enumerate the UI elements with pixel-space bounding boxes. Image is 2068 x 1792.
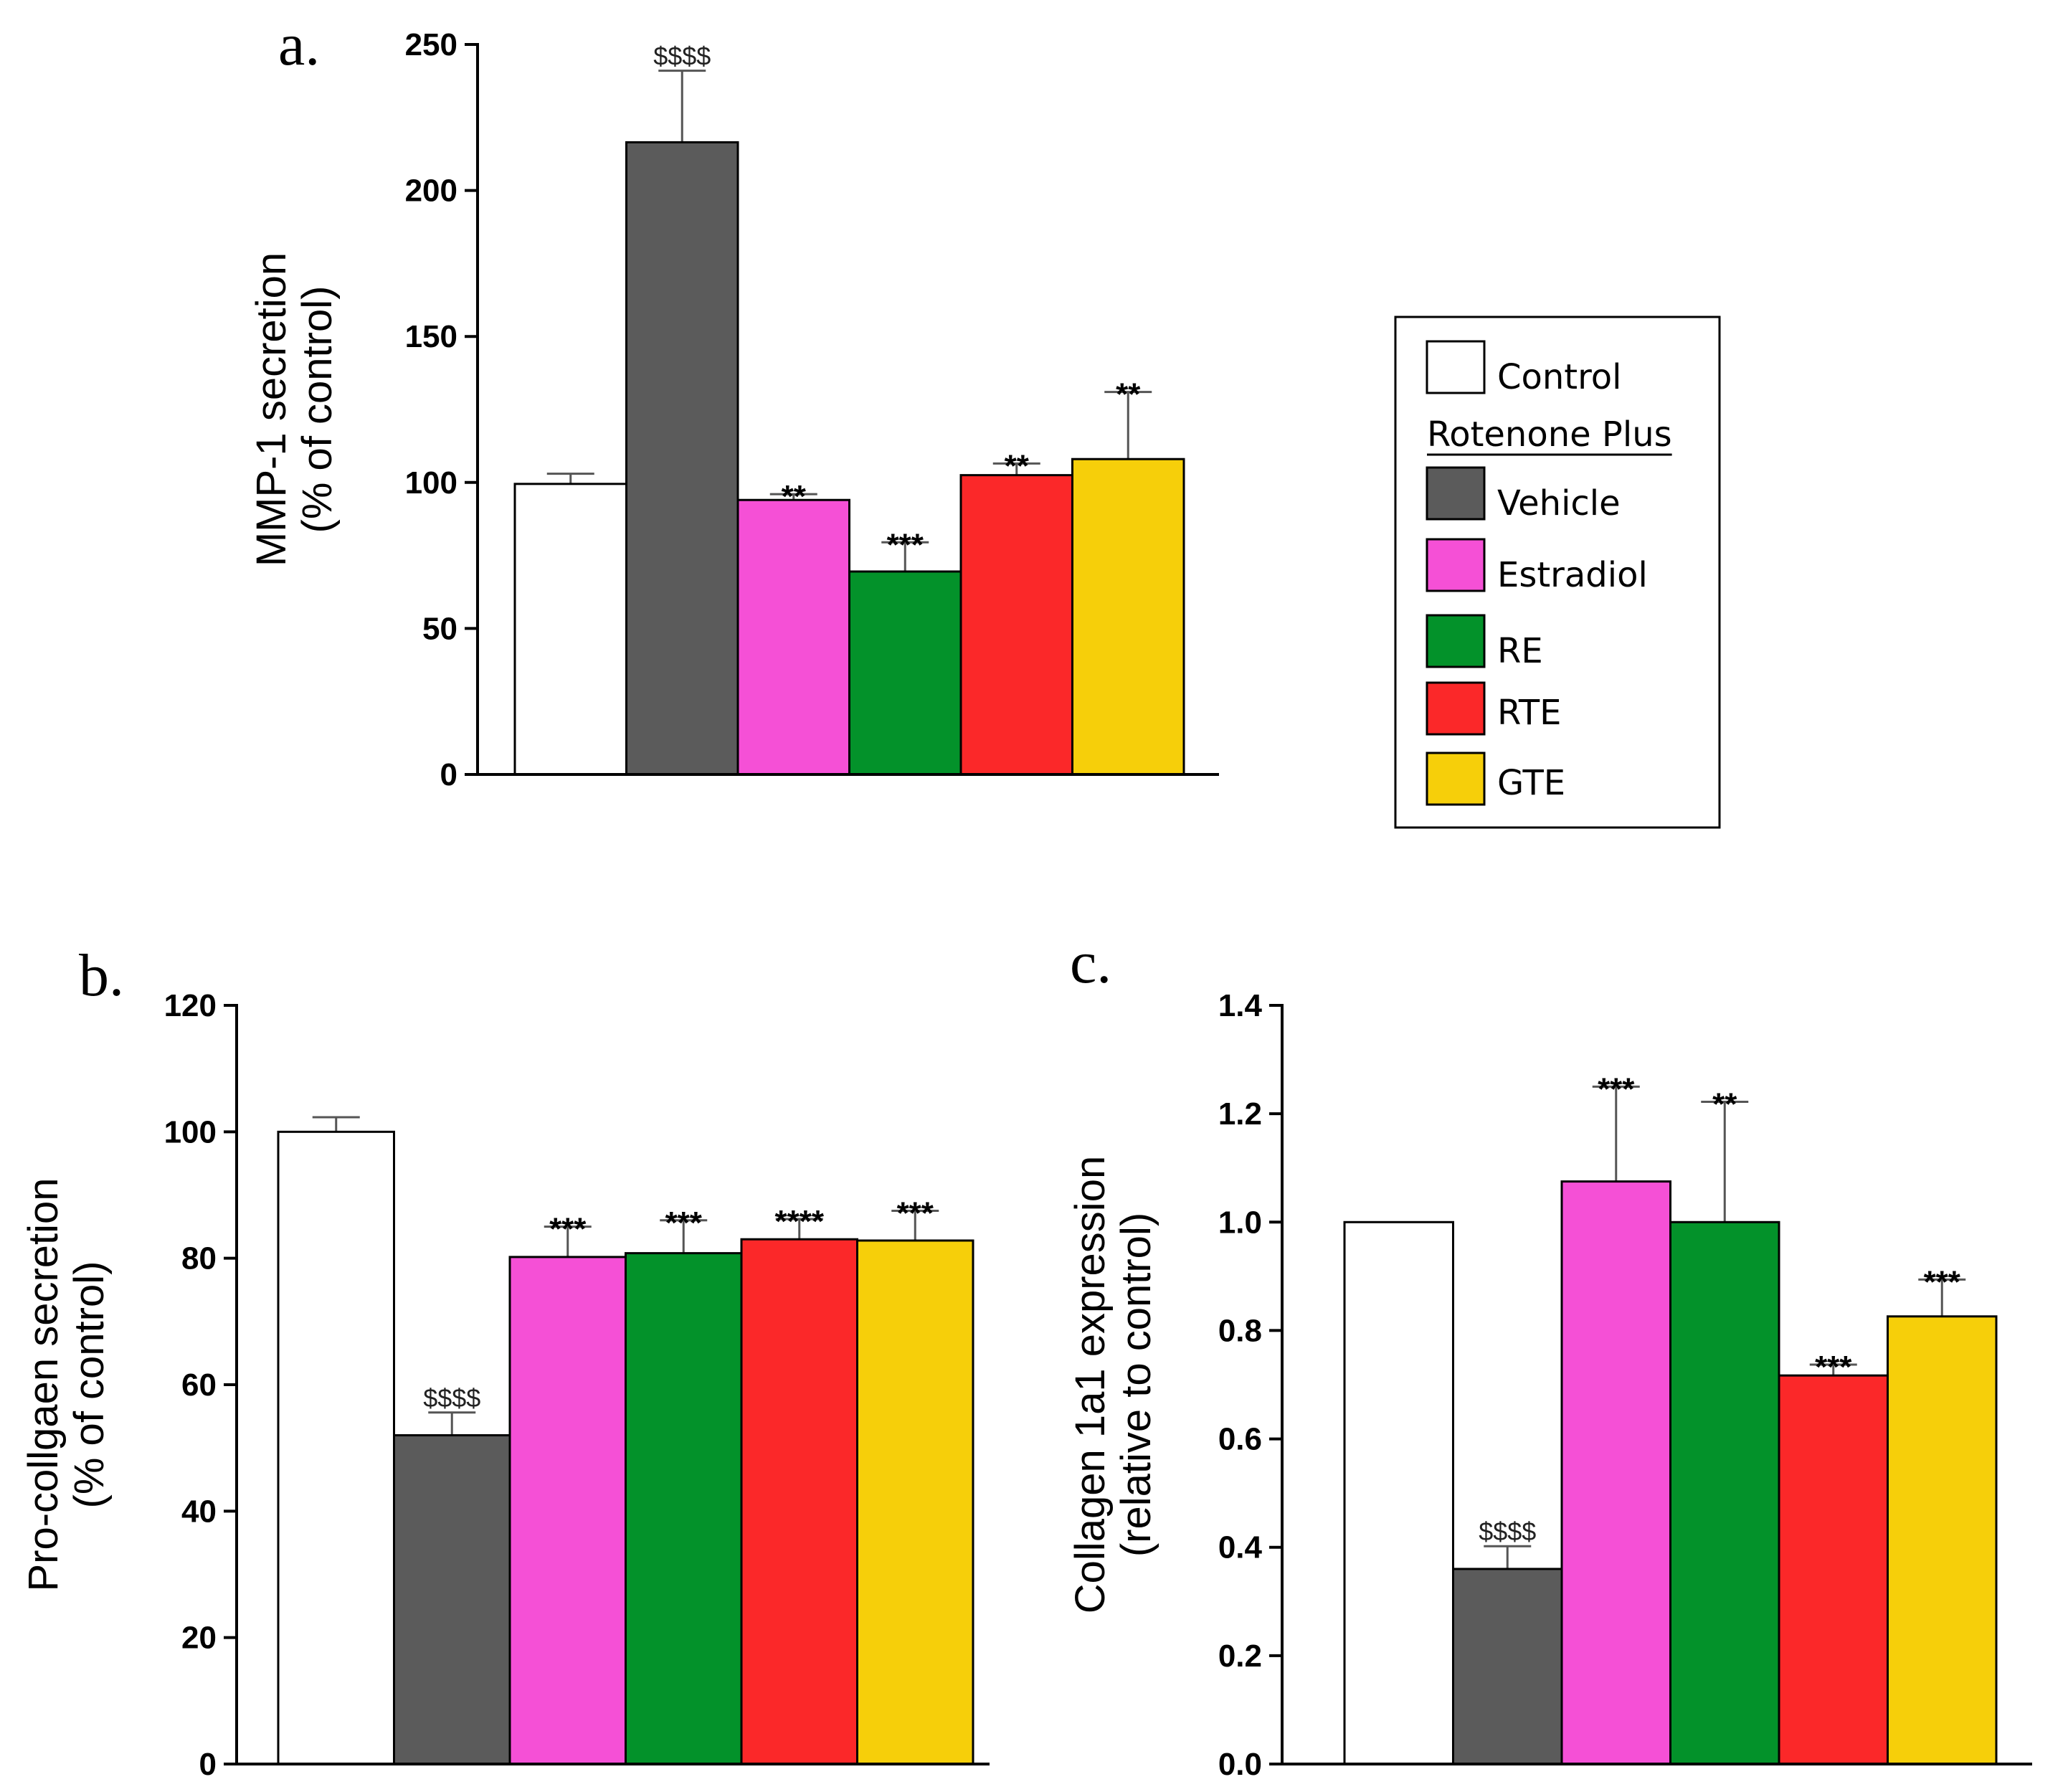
y-tick-label: 0.8 <box>1218 1313 1262 1348</box>
legend-heading: Rotenone Plus <box>1427 414 1672 455</box>
significance-label: ** <box>782 479 807 514</box>
bar-vehicle <box>1452 1568 1563 1765</box>
y-tick-label: 80 <box>181 1241 217 1276</box>
legend-swatch-rte <box>1426 681 1486 736</box>
y-tick-label: 120 <box>164 988 217 1023</box>
y-tick-label: 0 <box>440 757 457 792</box>
legend-label-control: Control <box>1497 357 1622 397</box>
bar-estradiol <box>736 498 850 776</box>
y-tick-label: 250 <box>405 27 457 62</box>
bar-estradiol <box>508 1256 627 1765</box>
y-tick-label: 0.2 <box>1218 1639 1262 1674</box>
legend-swatch-estradiol <box>1426 538 1486 592</box>
bar-control <box>277 1130 395 1765</box>
significance-label: $$$$ <box>653 42 711 71</box>
bar-control <box>1343 1220 1454 1765</box>
significance-label: $$$$ <box>1479 1517 1536 1546</box>
y-axis-title-line: Collagen 1a1 expression <box>1067 1156 1114 1613</box>
chart-panel-b: $$$$*** *** **** ***020406080100120Pro-coll… <box>20 942 990 1782</box>
y-tick-label: 60 <box>181 1367 217 1403</box>
legend-swatch-vehicle <box>1426 466 1486 521</box>
y-tick-label: 0.6 <box>1218 1422 1262 1457</box>
legend-swatch-control <box>1426 340 1486 394</box>
y-axis-title-line: (% of control) <box>294 286 341 534</box>
legend-label-rte: RTE <box>1497 693 1562 733</box>
bar-vehicle <box>393 1434 511 1765</box>
y-tick-label: 1.4 <box>1218 988 1263 1023</box>
bar-re <box>1669 1220 1780 1765</box>
legend-label-estradiol: Estradiol <box>1497 555 1648 595</box>
bar-rte <box>740 1238 858 1765</box>
y-tick-label: 100 <box>164 1114 217 1149</box>
y-axis-title: Pro-collgaen secretion(% of control) <box>20 1177 113 1591</box>
y-tick-label: 150 <box>405 319 457 354</box>
y-tick-label: 200 <box>405 174 457 209</box>
bar-re <box>625 1252 743 1765</box>
legend-swatch-gte <box>1426 752 1486 806</box>
y-axis-title-line: (relative to control) <box>1113 1213 1159 1557</box>
bar-gte <box>856 1239 974 1765</box>
significance-label: *** <box>549 1212 587 1247</box>
legend-swatch-re <box>1426 614 1486 668</box>
y-tick-label: 1.0 <box>1218 1205 1262 1240</box>
panel-label: b. <box>79 942 124 1009</box>
chart-panel-c: $$$$*** ********0.00.20.40.60.81.01.21.4C… <box>1067 929 2032 1782</box>
legend-label-re: RE <box>1497 631 1543 671</box>
y-tick-label: 100 <box>405 465 457 501</box>
bar-vehicle <box>625 141 739 776</box>
significance-label: ** <box>1712 1087 1737 1122</box>
y-axis-title-line: MMP-1 secretion <box>248 252 295 566</box>
y-tick-label: 40 <box>181 1494 217 1529</box>
y-tick-label: 0.4 <box>1218 1530 1263 1565</box>
significance-label: *** <box>1598 1071 1635 1106</box>
significance-label: $$$$ <box>423 1383 480 1413</box>
y-axis-title: Collagen 1a1 expression(relative to cont… <box>1067 1156 1159 1613</box>
significance-label: *** <box>1924 1264 1961 1299</box>
bar-control <box>513 483 627 776</box>
bar-rte <box>959 474 1073 776</box>
legend-label-gte: GTE <box>1497 763 1565 803</box>
significance-label: ** <box>1005 448 1030 483</box>
y-tick-label: 50 <box>422 611 457 646</box>
y-tick-label: 1.2 <box>1218 1096 1262 1132</box>
y-tick-label: 0.0 <box>1218 1747 1262 1782</box>
significance-label: *** <box>1815 1350 1852 1385</box>
bar-gte <box>1887 1315 1998 1765</box>
significance-label: *** <box>887 527 924 562</box>
significance-label: ** <box>1116 377 1141 412</box>
y-tick-label: 20 <box>181 1621 217 1656</box>
y-axis-title-line: (% of control) <box>66 1261 113 1509</box>
bar-estradiol <box>1560 1180 1671 1765</box>
y-axis-title: MMP-1 secretion(% of control) <box>248 252 341 566</box>
panel-label: c. <box>1070 929 1111 996</box>
significance-label: *** <box>665 1205 703 1241</box>
significance-label: *** <box>897 1196 934 1231</box>
legend-label-vehicle: Vehicle <box>1497 483 1621 523</box>
bar-gte <box>1071 458 1185 776</box>
bar-rte <box>1778 1374 1889 1765</box>
legend: Control Rotenone Plus Vehicle Estradiol … <box>1394 316 1721 829</box>
bar-re <box>848 570 962 776</box>
significance-label: **** <box>775 1204 825 1239</box>
panel-label: a. <box>278 11 320 78</box>
y-axis-title-line: Pro-collgaen secretion <box>20 1177 67 1591</box>
y-tick-label: 0 <box>199 1747 217 1782</box>
